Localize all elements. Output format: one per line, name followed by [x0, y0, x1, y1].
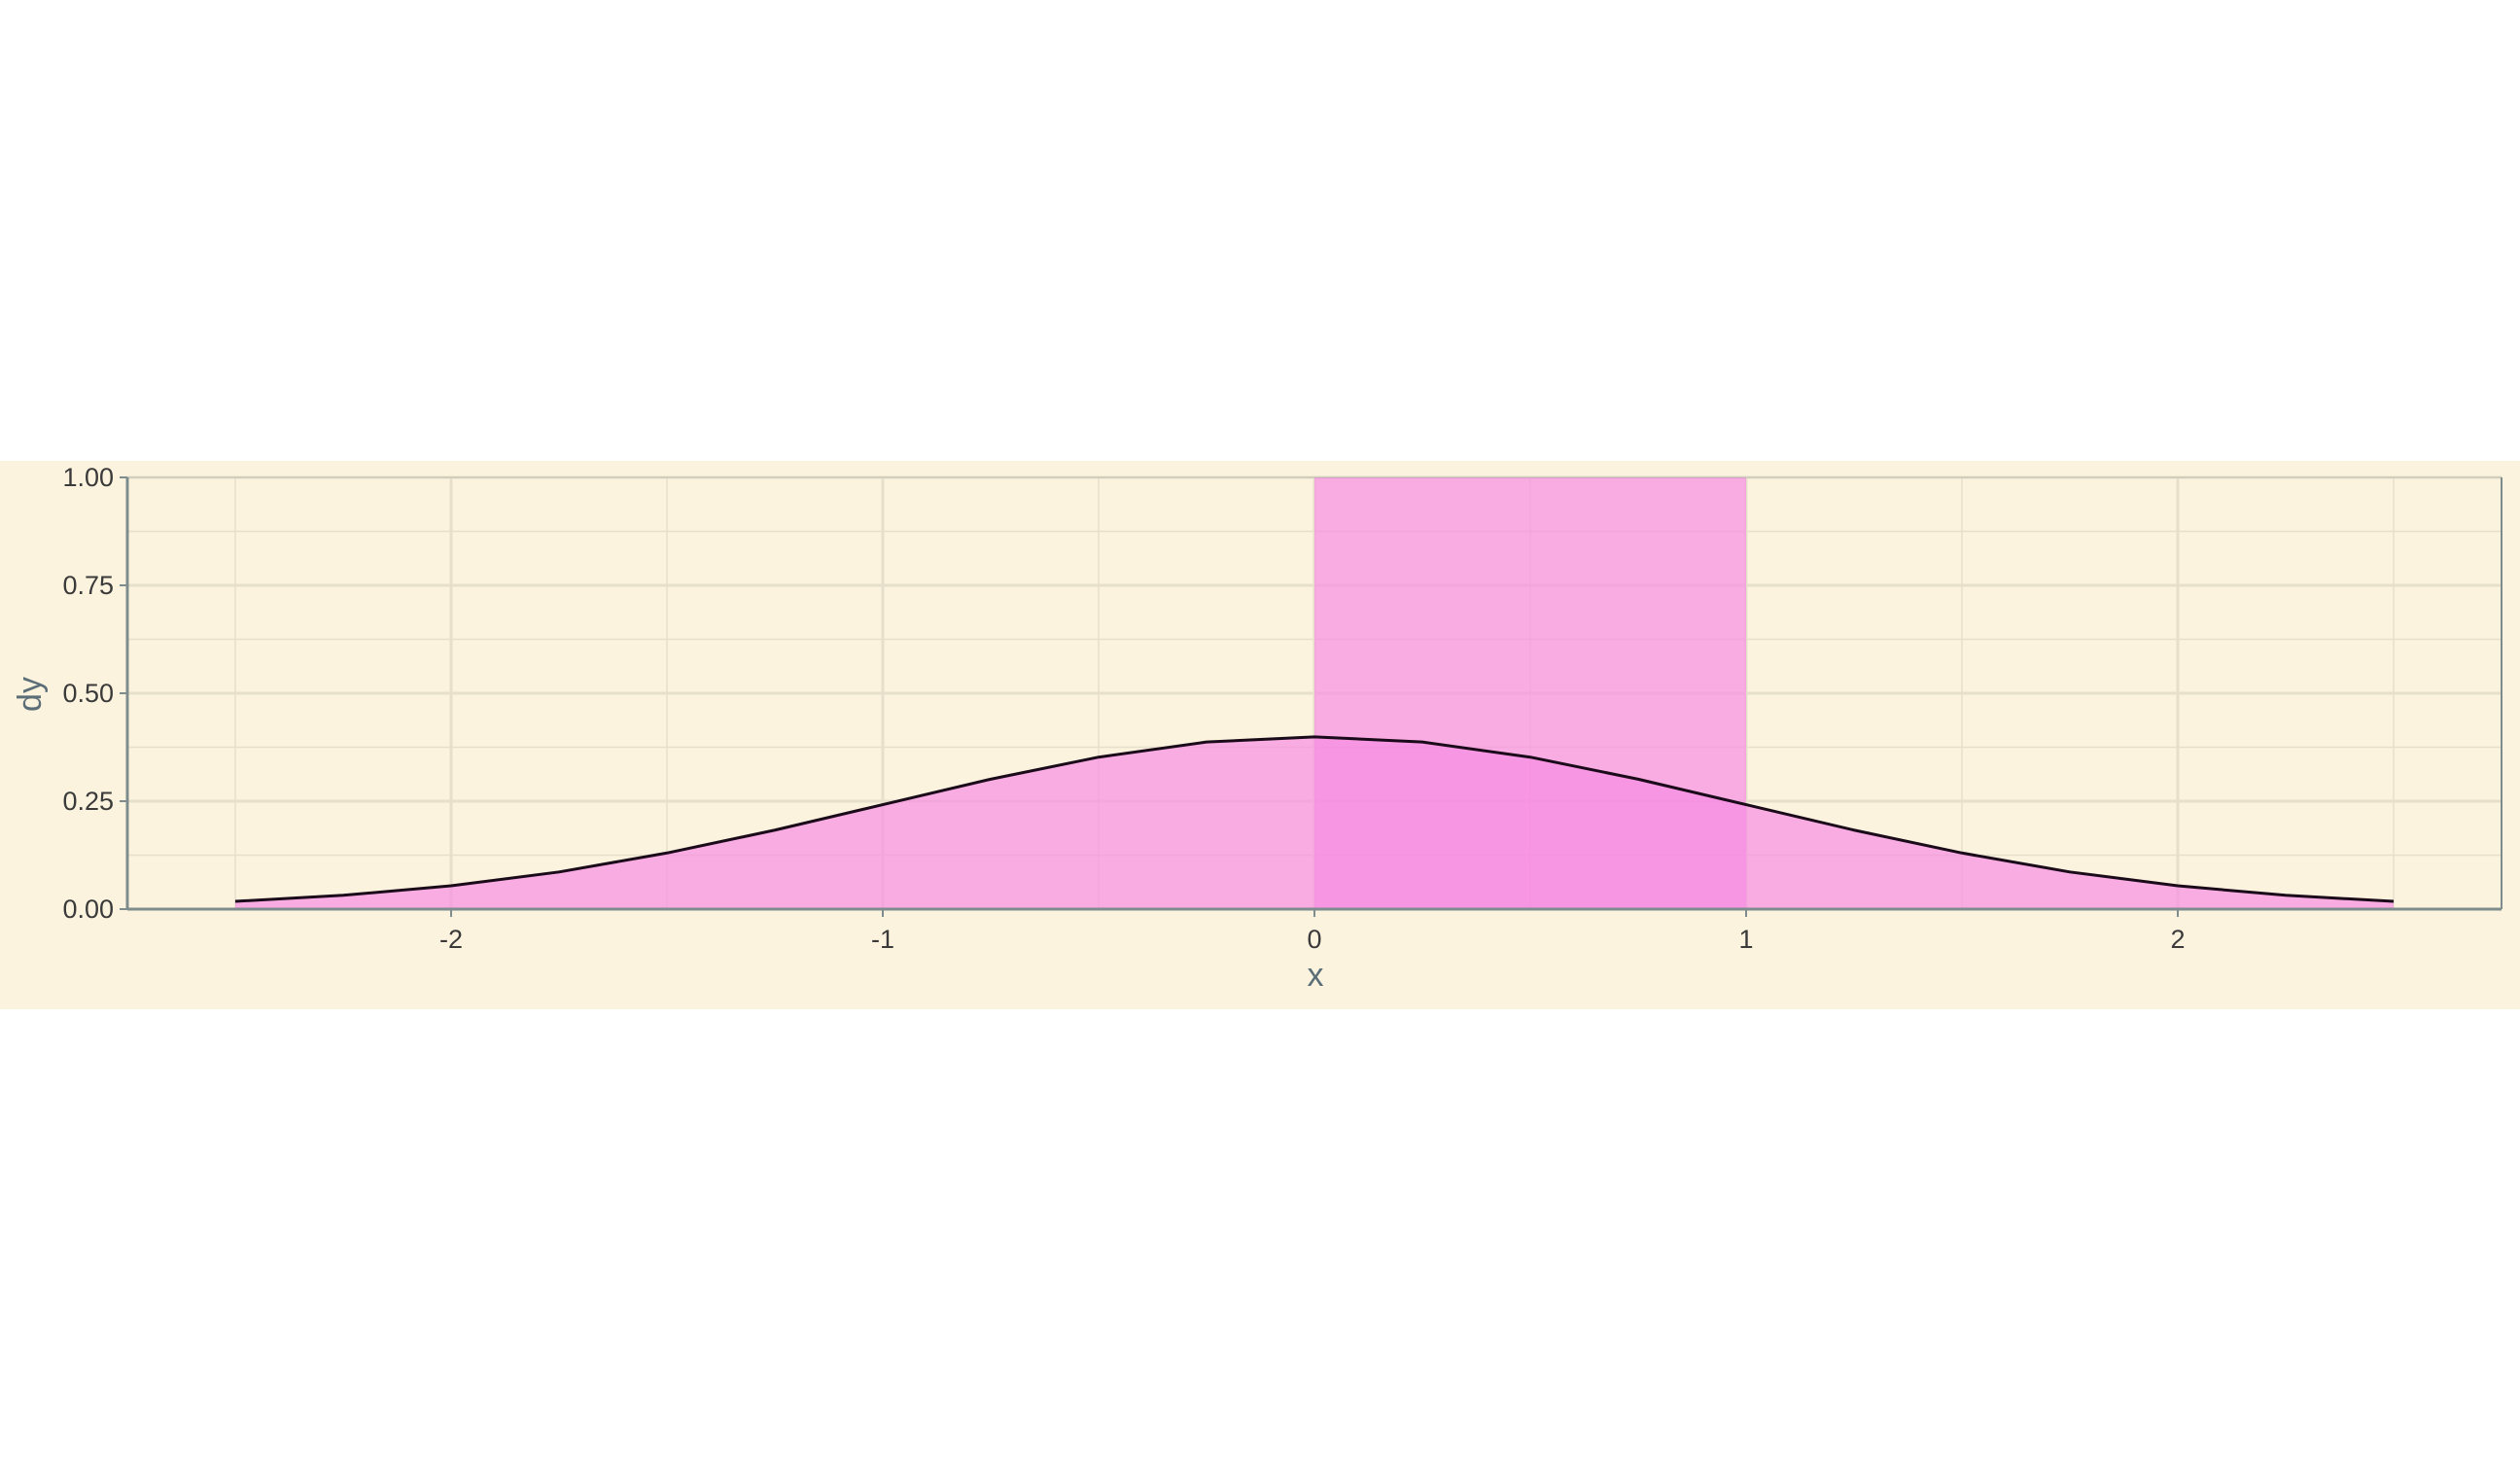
y-tick-label: 0.75 — [62, 571, 114, 600]
y-tick-label: 0.50 — [62, 679, 114, 708]
axes — [120, 476, 2502, 917]
data-layer — [234, 477, 2395, 909]
x-tick-label: 2 — [2170, 925, 2185, 954]
x-tick-label: -2 — [439, 925, 463, 954]
tick-labels: -2 -1 0 1 2 0.00 0.25 0.50 0.75 1.00 — [62, 463, 2185, 954]
density-curve — [234, 735, 2395, 903]
x-tick-label: 1 — [1738, 925, 1753, 954]
y-tick-label: 0.25 — [62, 787, 114, 816]
highlight-rect — [1314, 477, 1746, 909]
y-axis-title: dy — [12, 677, 49, 712]
y-tick-label: 1.00 — [62, 463, 114, 492]
x-axis-title: x — [1308, 957, 1324, 994]
x-tick-label: -1 — [871, 925, 894, 954]
plot-background — [0, 461, 2520, 1009]
x-tick-label: 0 — [1307, 925, 1321, 954]
y-tick-label: 0.00 — [62, 895, 114, 924]
